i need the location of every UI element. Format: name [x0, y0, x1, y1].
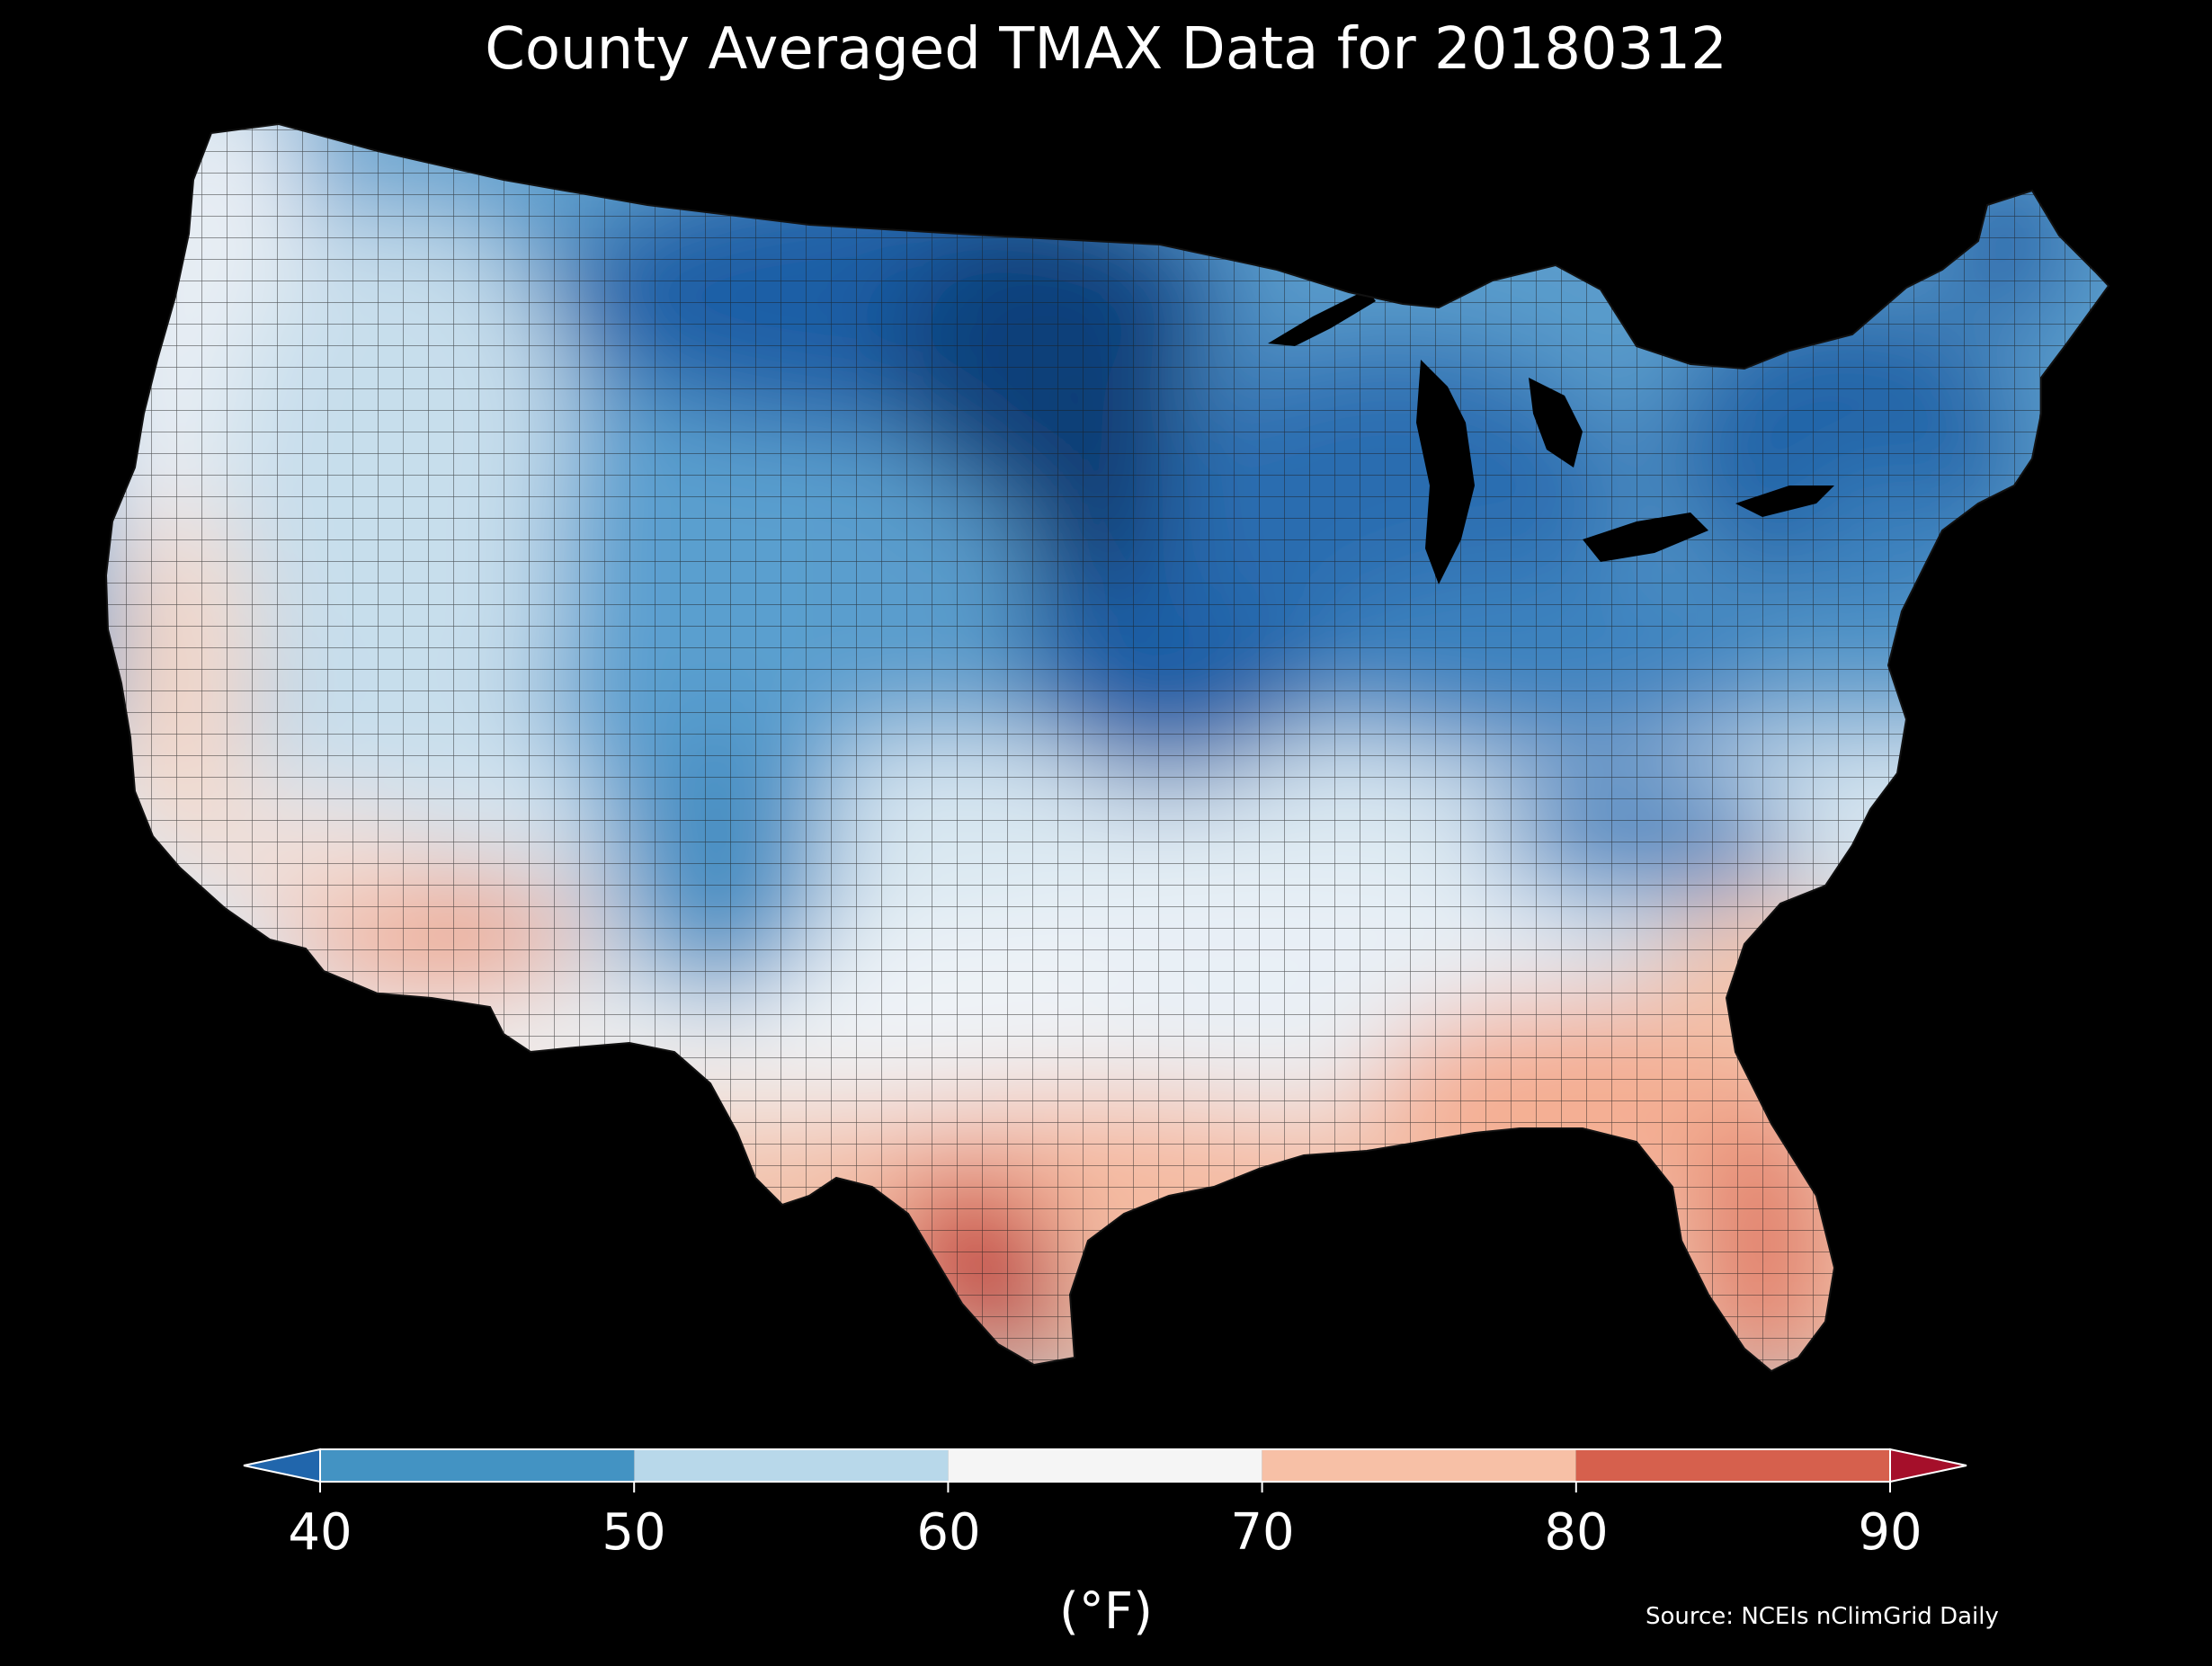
map-title: County Averaged TMAX Data for 20180312 [485, 16, 1727, 83]
colorbar-tick-70: 70 [1230, 1503, 1295, 1562]
colorbar-tick-40: 40 [288, 1503, 352, 1562]
colorbar-extend-high [1889, 1448, 1967, 1483]
source-credit: Source: NCEIs nClimGrid Daily [1646, 1603, 1999, 1630]
colorbar-frame [319, 1448, 1891, 1483]
colorbar-tick-80: 80 [1544, 1503, 1609, 1562]
colorbar-extend-low [243, 1448, 321, 1483]
colorbar-bin-70-80 [1262, 1449, 1576, 1482]
colorbar-tick-50: 50 [602, 1503, 666, 1562]
colorbar-bin-50-60 [634, 1449, 949, 1482]
colorbar-bin-60-70 [948, 1449, 1262, 1482]
great-lakes [1268, 290, 1834, 584]
colorbar-bin-80-90 [1575, 1449, 1890, 1482]
colorbar-tick-90: 90 [1858, 1503, 1922, 1562]
colorbar-tick-60: 60 [916, 1503, 981, 1562]
colorbar-bin-40-50 [320, 1449, 635, 1482]
colorbar-unit-label: (°F) [1059, 1582, 1153, 1641]
us-outline [104, 122, 2110, 1373]
